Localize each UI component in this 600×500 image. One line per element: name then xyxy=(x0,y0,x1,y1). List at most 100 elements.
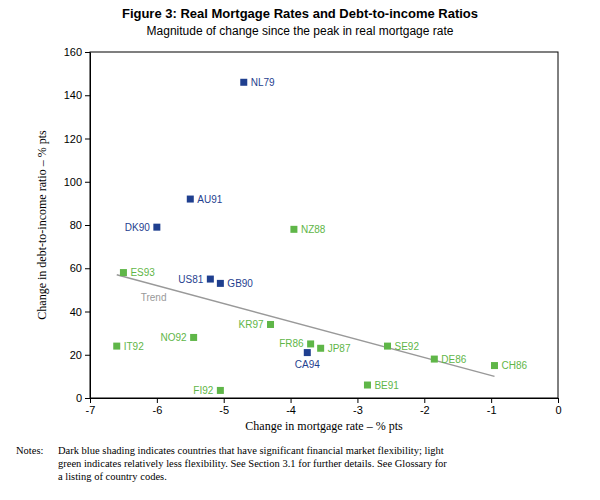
x-tick-label: -3 xyxy=(353,404,363,416)
y-tick: 40 xyxy=(70,306,90,318)
point xyxy=(364,382,371,389)
x-tick-mark xyxy=(357,398,358,403)
point-label: JP87 xyxy=(328,343,351,354)
x-tick-mark xyxy=(224,398,225,403)
point-label: AU91 xyxy=(197,194,222,205)
marks xyxy=(113,79,498,394)
point-label: FI92 xyxy=(193,385,213,396)
x-tick: -6 xyxy=(152,398,162,416)
y-tick-mark xyxy=(85,225,90,226)
point-label: GB90 xyxy=(227,278,253,289)
plot: -7 -6 -5 -4 -3 -2 -1 0 0 20 40 60 80 100 120 140 160 Tren… xyxy=(64,46,562,416)
x-axis-line xyxy=(91,398,559,399)
point-label: FR86 xyxy=(279,338,304,349)
point xyxy=(384,343,391,350)
x-tick-label: -1 xyxy=(487,404,497,416)
title: Figure 3: Real Mortgage Rates and Debt-t… xyxy=(122,6,478,21)
y-tick: 20 xyxy=(70,349,90,361)
mark-labels: Trend NL79 AU91 DK90 US81 GB90 CA94 NZ88 ES93 KR9… xyxy=(124,77,528,396)
point-label: CH86 xyxy=(501,360,527,371)
point-label: KR97 xyxy=(238,319,263,330)
x-tick-mark xyxy=(90,398,91,403)
x-tick-label: -5 xyxy=(219,404,229,416)
x-tick: -2 xyxy=(420,398,430,416)
point xyxy=(190,334,197,341)
x-tick-mark xyxy=(558,398,559,403)
point xyxy=(240,79,247,86)
notes-label: Notes: xyxy=(16,445,43,456)
point xyxy=(217,387,224,394)
point-label: ES93 xyxy=(130,267,155,278)
y-tick-label: 160 xyxy=(64,46,82,58)
y-tick: 160 xyxy=(64,46,90,58)
point-label: CA94 xyxy=(295,359,320,370)
x-tick-mark xyxy=(491,398,492,403)
point xyxy=(113,343,120,350)
point-label: NL79 xyxy=(251,77,275,88)
point xyxy=(217,280,224,287)
y-axis: 0 20 40 60 80 100 120 140 160 xyxy=(64,46,91,404)
y-tick-mark xyxy=(85,182,90,183)
y-tick-label: 100 xyxy=(64,176,82,188)
x-axis-title: Change in mortgage rate – % pts xyxy=(245,419,403,433)
point xyxy=(317,345,324,352)
y-tick: 60 xyxy=(70,262,90,274)
chart: Figure 3: Real Mortgage Rates and Debt-t… xyxy=(0,0,600,500)
y-tick-mark xyxy=(85,355,90,356)
y-tick-mark xyxy=(85,268,90,269)
point-label: US81 xyxy=(178,274,203,285)
y-tick-label: 120 xyxy=(64,133,82,145)
plot-frame xyxy=(90,52,558,398)
y-tick-label: 40 xyxy=(70,306,82,318)
notes-line: a listing of country codes. xyxy=(58,471,167,482)
point-label: SE92 xyxy=(395,341,420,352)
x-tick-label: -6 xyxy=(152,404,162,416)
x-tick: 0 xyxy=(555,398,561,416)
y-tick-label: 0 xyxy=(76,392,82,404)
y-tick-mark xyxy=(85,95,90,96)
y-tick-mark xyxy=(85,312,90,313)
x-tick-mark xyxy=(424,398,425,403)
point-label: DE86 xyxy=(441,354,466,365)
point xyxy=(187,196,194,203)
x-tick-mark xyxy=(291,398,292,403)
x-tick-label: -2 xyxy=(420,404,430,416)
y-tick-mark xyxy=(85,52,90,53)
point xyxy=(290,226,297,233)
point xyxy=(491,362,498,369)
y-axis-line xyxy=(90,53,91,399)
notes: Notes:Dark blue shading indicates countr… xyxy=(16,445,447,482)
x-tick: -4 xyxy=(286,398,296,416)
y-tick: 120 xyxy=(64,133,90,145)
y-tick: 140 xyxy=(64,89,90,101)
point-label: DK90 xyxy=(125,222,150,233)
x-tick-label: -4 xyxy=(286,404,296,416)
x-tick-label: 0 xyxy=(555,404,561,416)
point-label: NZ88 xyxy=(301,224,326,235)
x-tick: -7 xyxy=(86,398,96,416)
x-tick: -1 xyxy=(487,398,497,416)
x-tick-mark xyxy=(157,398,158,403)
subtitle: Magnitude of change since the peak in re… xyxy=(147,24,454,38)
point xyxy=(431,356,438,363)
notes-line: green indicates relatively less flexibil… xyxy=(58,458,447,469)
x-axis: -7 -6 -5 -4 -3 -2 -1 0 xyxy=(86,398,562,416)
x-tick: -3 xyxy=(353,398,363,416)
x-tick: -5 xyxy=(219,398,229,416)
y-tick: 100 xyxy=(64,176,90,188)
point xyxy=(307,340,314,347)
point xyxy=(207,276,214,283)
point xyxy=(153,224,160,231)
point xyxy=(267,321,274,328)
y-tick-label: 80 xyxy=(70,219,82,231)
point xyxy=(304,349,311,356)
y-tick-label: 20 xyxy=(70,349,82,361)
y-tick-mark xyxy=(85,398,90,399)
point-label: BE91 xyxy=(374,380,399,391)
y-tick-label: 60 xyxy=(70,262,82,274)
trend-label: Trend xyxy=(141,292,167,303)
point-label: NO92 xyxy=(161,332,188,343)
y-tick: 80 xyxy=(70,219,90,231)
y-tick: 0 xyxy=(76,392,90,404)
point-label: IT92 xyxy=(124,341,144,352)
